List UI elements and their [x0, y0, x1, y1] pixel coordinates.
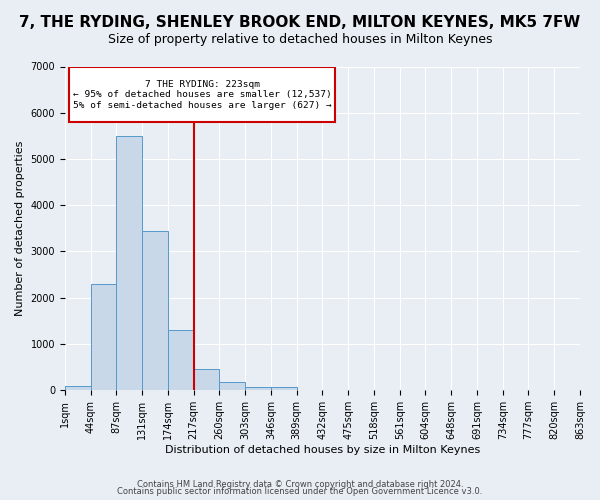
FancyBboxPatch shape	[69, 68, 335, 122]
Bar	[91, 284, 116, 390]
Text: Contains public sector information licensed under the Open Government Licence v3: Contains public sector information licen…	[118, 487, 482, 496]
Bar	[220, 382, 245, 390]
Bar	[194, 370, 220, 390]
Bar	[245, 387, 271, 390]
Bar	[271, 387, 296, 390]
Y-axis label: Number of detached properties: Number of detached properties	[15, 140, 25, 316]
Text: Size of property relative to detached houses in Milton Keynes: Size of property relative to detached ho…	[108, 32, 492, 46]
Text: Contains HM Land Registry data © Crown copyright and database right 2024.: Contains HM Land Registry data © Crown c…	[137, 480, 463, 489]
X-axis label: Distribution of detached houses by size in Milton Keynes: Distribution of detached houses by size …	[165, 445, 480, 455]
Bar	[142, 230, 168, 390]
Bar	[65, 386, 91, 390]
Bar	[116, 136, 142, 390]
Text: 7 THE RYDING: 223sqm
← 95% of detached houses are smaller (12,537)
5% of semi-de: 7 THE RYDING: 223sqm ← 95% of detached h…	[73, 80, 331, 110]
Bar	[168, 330, 194, 390]
Text: 7, THE RYDING, SHENLEY BROOK END, MILTON KEYNES, MK5 7FW: 7, THE RYDING, SHENLEY BROOK END, MILTON…	[19, 15, 581, 30]
